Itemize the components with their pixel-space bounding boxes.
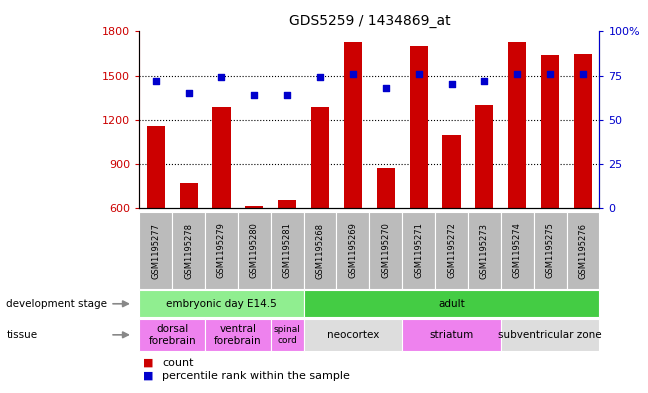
Bar (376, 169, 395, 208)
Text: percentile rank within the sample: percentile rank within the sample (162, 371, 350, 381)
Point (183, 90, 194, 96)
Text: GSM1195270: GSM1195270 (381, 222, 390, 279)
Bar (278, 200, 296, 208)
Point (150, 78, 161, 84)
Text: GSM1195277: GSM1195277 (151, 222, 160, 279)
Text: GSM1195268: GSM1195268 (316, 222, 325, 279)
Bar (311, 107, 329, 208)
Text: GSM1195272: GSM1195272 (447, 222, 456, 279)
Text: development stage: development stage (6, 299, 108, 309)
Point (413, 71, 424, 77)
Bar (213, 107, 231, 208)
Text: subventricular zone: subventricular zone (498, 330, 602, 340)
Bar (246, 206, 263, 208)
Point (545, 71, 555, 77)
Point (315, 74, 325, 81)
Text: GSM1195281: GSM1195281 (283, 222, 292, 279)
Bar (443, 134, 461, 208)
Text: striatum: striatum (430, 330, 474, 340)
Point (216, 74, 227, 81)
Bar (476, 105, 493, 208)
Point (446, 81, 457, 88)
Point (380, 85, 391, 91)
Text: count: count (162, 358, 194, 368)
Text: GSM1195271: GSM1195271 (414, 222, 423, 279)
Point (249, 92, 259, 98)
Text: embryonic day E14.5: embryonic day E14.5 (166, 299, 277, 309)
Text: GSM1195269: GSM1195269 (349, 222, 358, 279)
Text: GSM1195276: GSM1195276 (579, 222, 588, 279)
Point (348, 71, 358, 77)
Text: GSM1195273: GSM1195273 (480, 222, 489, 279)
Text: GSM1195274: GSM1195274 (513, 222, 522, 279)
Point (479, 78, 489, 84)
Point (578, 71, 588, 77)
Bar (344, 42, 362, 208)
Bar (146, 126, 165, 208)
Text: GSM1195275: GSM1195275 (546, 222, 555, 279)
Text: dorsal
forebrain: dorsal forebrain (148, 324, 196, 345)
Text: GDS5259 / 1434869_at: GDS5259 / 1434869_at (288, 14, 450, 28)
Text: GSM1195280: GSM1195280 (250, 222, 259, 279)
Text: spinal
cord: spinal cord (273, 325, 301, 345)
Point (512, 71, 522, 77)
Bar (410, 46, 428, 208)
Text: ventral
forebrain: ventral forebrain (214, 324, 262, 345)
Text: adult: adult (438, 299, 465, 309)
Text: GSM1195278: GSM1195278 (184, 222, 193, 279)
Text: neocortex: neocortex (327, 330, 379, 340)
Text: tissue: tissue (6, 330, 38, 340)
Text: ■: ■ (143, 371, 153, 381)
Text: GSM1195279: GSM1195279 (217, 222, 226, 279)
Bar (179, 183, 198, 208)
Point (282, 92, 292, 98)
Bar (541, 55, 559, 208)
Bar (508, 42, 526, 208)
Bar (574, 53, 592, 208)
Text: ■: ■ (143, 358, 153, 368)
